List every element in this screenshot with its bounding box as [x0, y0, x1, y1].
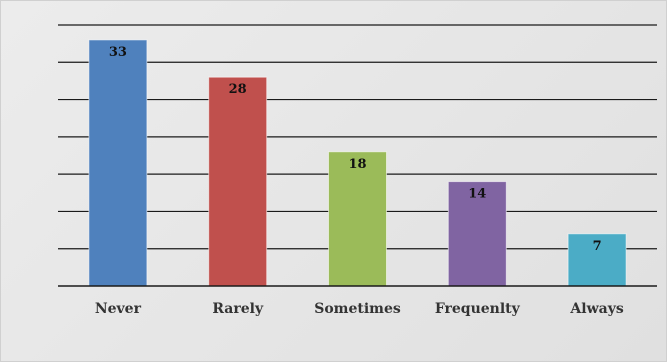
bar: [208, 76, 268, 287]
bar: [328, 151, 387, 287]
bar: [88, 39, 148, 287]
data-label: 7: [593, 239, 602, 254]
category-label: Sometimes: [314, 301, 401, 317]
data-label: 18: [348, 157, 366, 172]
data-label: 33: [109, 45, 127, 60]
category-label: Frequenlty: [435, 301, 521, 317]
bar: [567, 233, 627, 287]
category-label: Rarely: [212, 301, 264, 317]
category-label: Never: [95, 301, 142, 317]
data-label: 28: [229, 82, 247, 97]
category-label: Always: [569, 301, 623, 317]
data-label: 14: [468, 187, 486, 202]
